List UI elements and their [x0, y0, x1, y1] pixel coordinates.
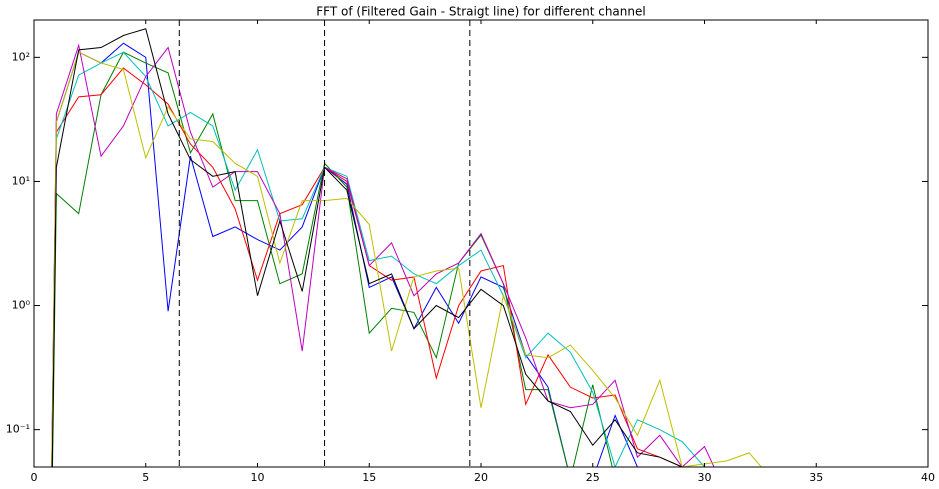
y-tick-label: 10⁻¹ — [6, 423, 30, 436]
x-tick-label: 40 — [921, 471, 935, 484]
x-tick-label: 5 — [142, 471, 149, 484]
series-line — [52, 51, 613, 467]
y-tick-label: 10¹ — [12, 174, 30, 187]
y-tick-label: 10² — [12, 50, 30, 63]
series-line — [51, 43, 715, 467]
series-line — [51, 28, 685, 467]
x-tick-label: 0 — [31, 471, 38, 484]
plot-layer — [51, 20, 762, 467]
x-tick-label: 20 — [474, 471, 488, 484]
x-tick-label: 25 — [586, 471, 600, 484]
x-tick-label: 30 — [698, 471, 712, 484]
y-tick-label: 10⁰ — [12, 299, 31, 312]
x-tick-label: 15 — [362, 471, 376, 484]
x-tick-label: 10 — [251, 471, 265, 484]
chart-title: FFT of (Filtered Gain - Straigt line) fo… — [316, 5, 645, 19]
plot-area — [34, 20, 928, 467]
series-line — [51, 51, 762, 467]
x-tick-label: 35 — [809, 471, 823, 484]
series-line — [51, 51, 750, 467]
